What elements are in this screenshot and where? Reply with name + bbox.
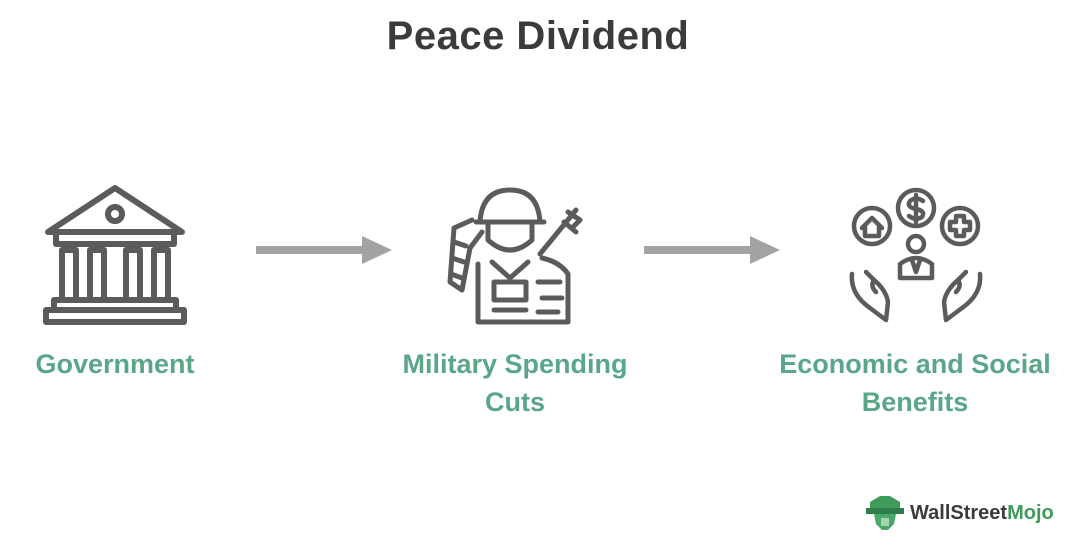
step-label-government: Government xyxy=(35,349,195,379)
government-building-icon xyxy=(43,185,187,325)
step-label-economic-social-benefits: Economic and Social Benefits xyxy=(779,349,1051,417)
brand-logo: WallStreetMojo xyxy=(864,494,1068,534)
flow-arrow-2 xyxy=(644,236,780,264)
step-label-military-spending-cuts: Military Spending Cuts xyxy=(402,349,628,417)
saluting-soldier-icon xyxy=(447,187,583,325)
page-title: Peace Dividend xyxy=(386,14,690,58)
brand-name: WallStreetMojo xyxy=(910,502,1054,524)
wallstreetmojo-logo-icon xyxy=(866,496,904,530)
flow-arrow-1 xyxy=(256,236,392,264)
hands-with-benefits-icon xyxy=(849,187,983,323)
